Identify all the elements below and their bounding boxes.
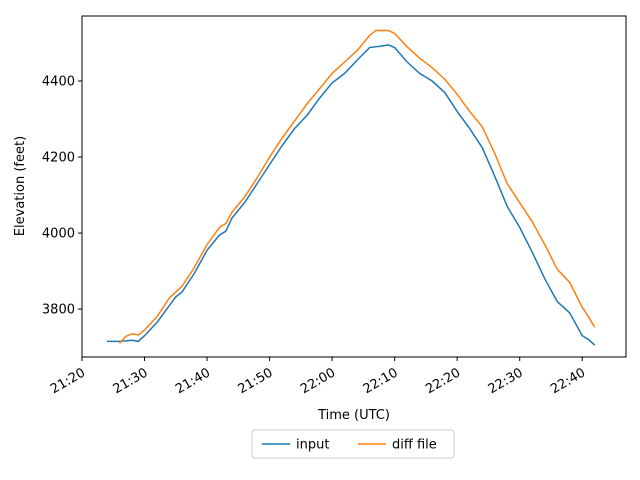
legend-label: diff file xyxy=(392,438,437,453)
x-axis-label: Time (UTC) xyxy=(317,408,390,423)
legend: input diff file xyxy=(251,429,455,459)
x-tick-label: 21:20 xyxy=(48,365,88,397)
legend-frame xyxy=(251,429,455,459)
x-tick-label: 21:40 xyxy=(173,365,213,397)
y-axis-label: Elevation (feet) xyxy=(13,136,28,236)
x-tick-label: 21:30 xyxy=(111,365,151,397)
x-tick-label: 22:40 xyxy=(548,365,588,397)
x-tick-label: 22:30 xyxy=(486,365,526,397)
y-tick-label: 4200 xyxy=(42,151,75,166)
legend-label: input xyxy=(296,438,329,453)
y-tick-label: 4400 xyxy=(42,75,75,90)
data-line xyxy=(107,44,596,346)
y-tick-label: 4000 xyxy=(42,227,75,242)
x-tick-label: 21:50 xyxy=(236,365,276,397)
plot-frame xyxy=(81,15,627,358)
data-line xyxy=(118,29,596,344)
y-tick-label: 3800 xyxy=(42,303,75,318)
x-tick-label: 22:20 xyxy=(423,365,463,397)
x-tick-label: 22:00 xyxy=(298,365,338,397)
x-tick-label: 22:10 xyxy=(361,365,401,397)
